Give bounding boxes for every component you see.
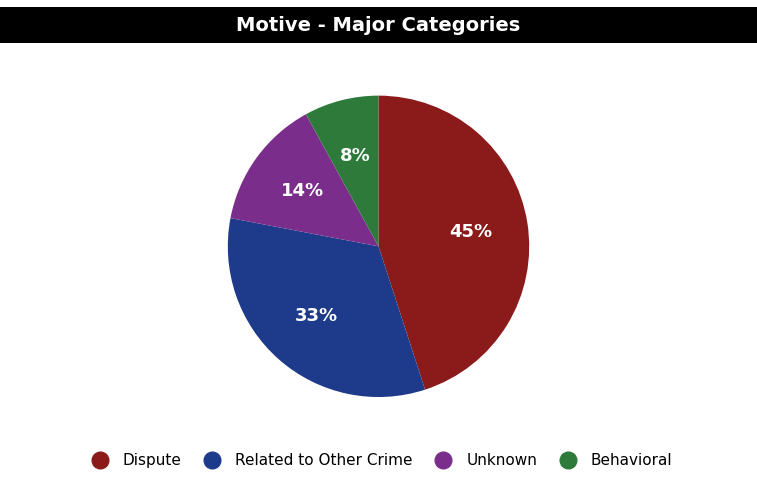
Text: 45%: 45% [449, 223, 492, 241]
Wedge shape [228, 218, 425, 397]
Text: 33%: 33% [295, 307, 338, 326]
Legend: Dispute, Related to Other Crime, Unknown, Behavioral: Dispute, Related to Other Crime, Unknown… [77, 446, 680, 476]
Wedge shape [306, 96, 378, 246]
Text: 8%: 8% [340, 147, 371, 165]
Wedge shape [378, 96, 529, 390]
Wedge shape [230, 114, 378, 246]
Text: 14%: 14% [282, 183, 325, 200]
Text: Motive - Major Categories: Motive - Major Categories [236, 16, 521, 35]
